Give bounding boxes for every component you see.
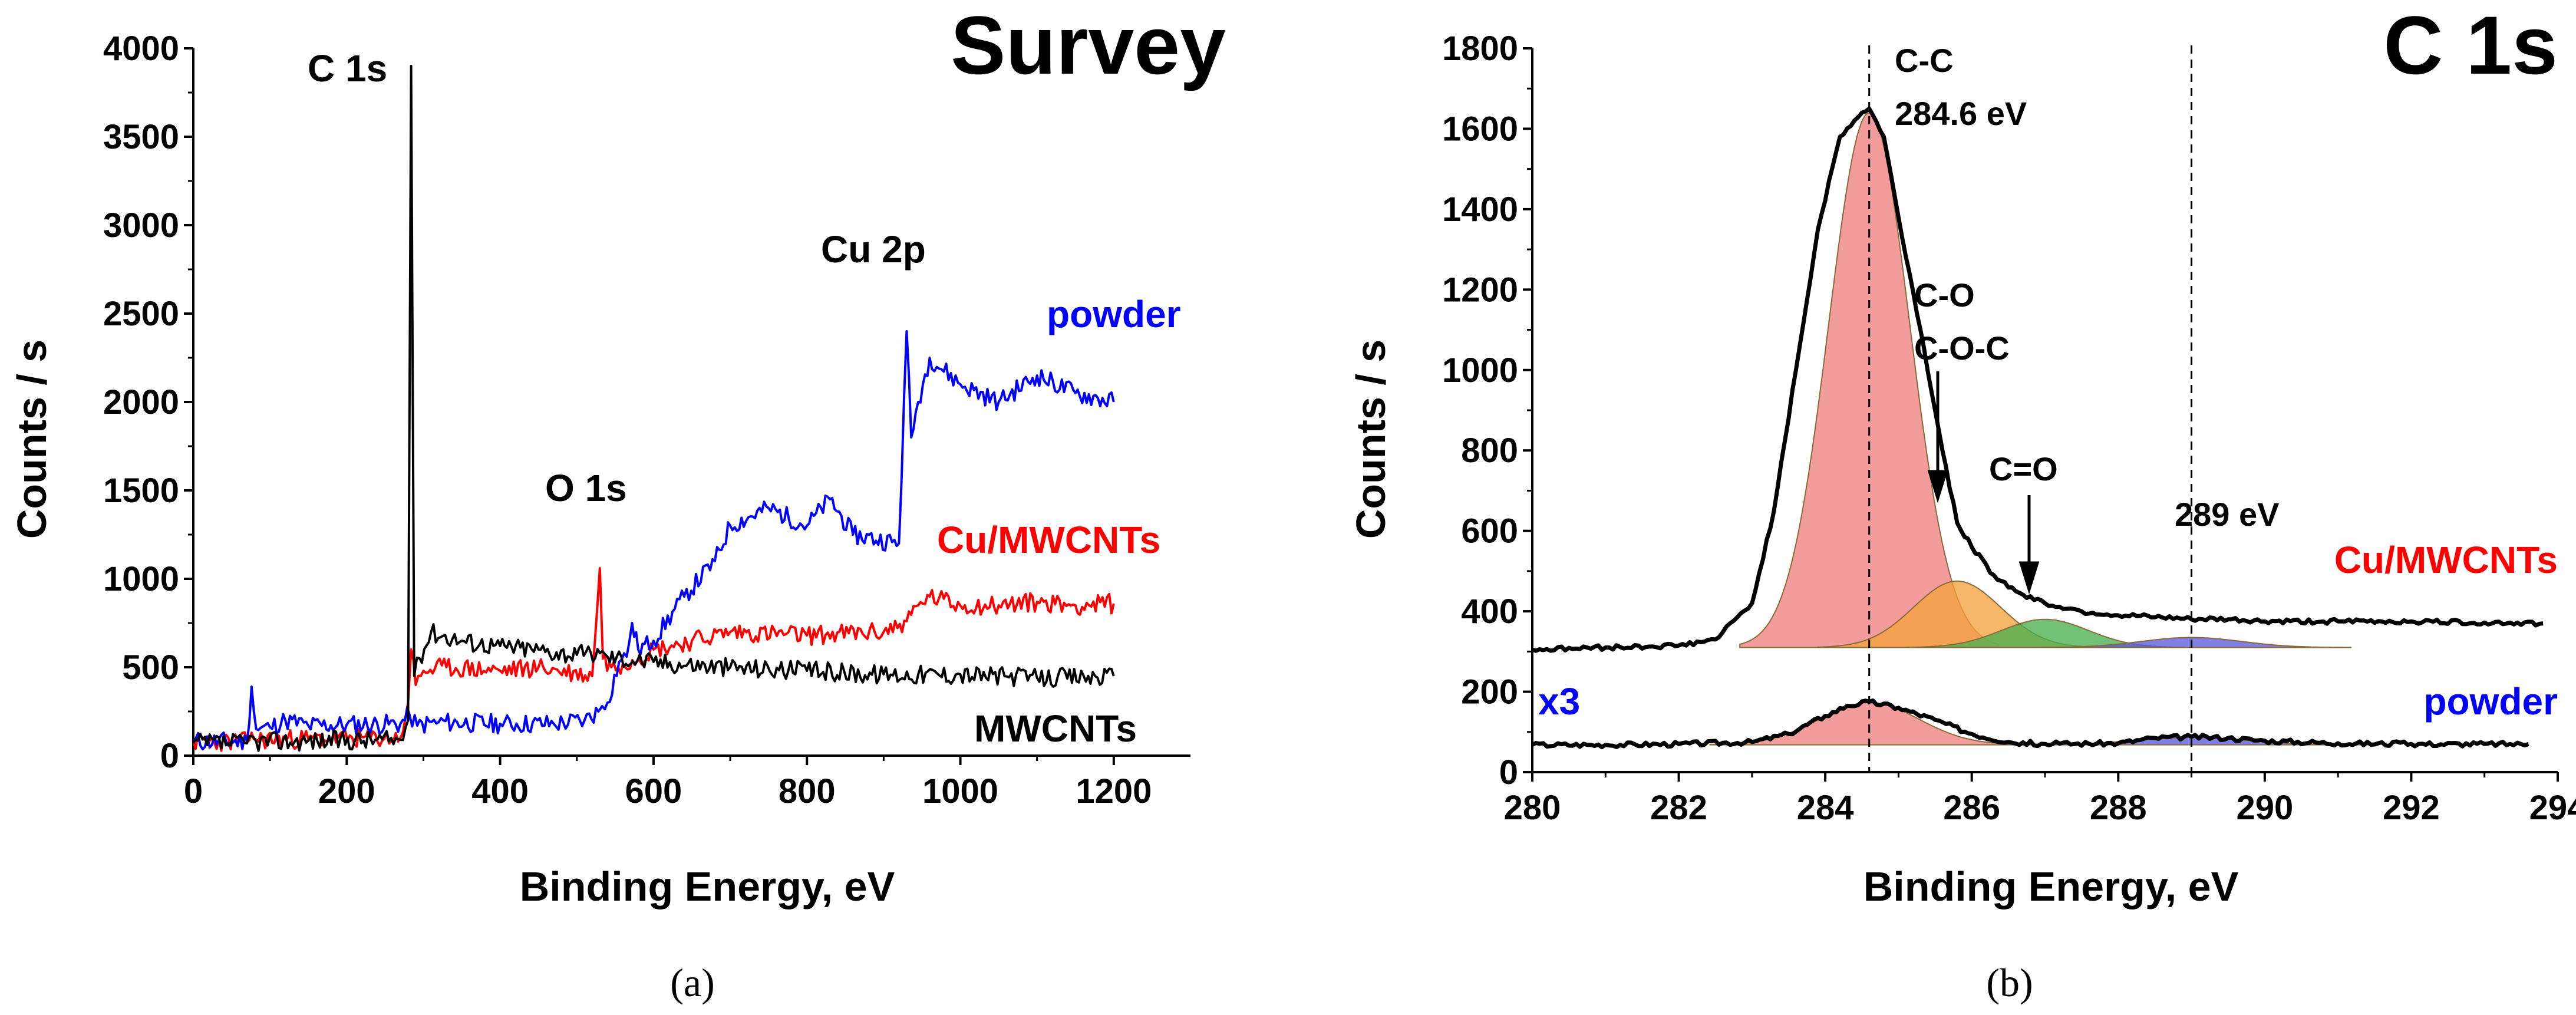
x-tick-label: 288	[2090, 789, 2147, 827]
x-tick-label: 292	[2383, 789, 2440, 827]
y-tick-label: 800	[1461, 431, 1518, 470]
x-tick-label: 286	[1943, 789, 2000, 827]
series-line-powder-x3-envelope	[1532, 701, 2528, 747]
annotation-284-6-ev: 284.6 eV	[1895, 95, 2027, 132]
x-tick-label: 0	[184, 772, 203, 810]
y-tick-label: 1600	[1442, 110, 1518, 148]
x-tick-label: 1200	[1076, 772, 1152, 810]
y-tick-label: 200	[1461, 673, 1518, 711]
y-tick-label: 1000	[1442, 351, 1518, 390]
annotation-cc: C-C	[1895, 42, 1954, 79]
legend-mwcnts: MWCNTs	[974, 707, 1137, 750]
y-tick-label: 0	[1499, 753, 1518, 792]
c1s-chart: 0 200 400 600 800 1000 1200 1400 1600 1800 280 282 2…	[1348, 0, 2576, 1005]
x-tick-label: 280	[1504, 789, 1561, 827]
survey-axes: 0 500 1000 1500 2000 2500 3000 3500 4000 0 200 400 6…	[103, 29, 1190, 810]
c1s-series	[1532, 45, 2543, 772]
legend-cu-mwcnts: Cu/MWCNTs	[937, 519, 1160, 561]
panel-label-a: (a)	[670, 960, 714, 1005]
arrow-c-double-o	[2021, 495, 2037, 589]
figure: Survey 050010001500200025003000350040000…	[0, 0, 2576, 1015]
survey-x-axis-title: Binding Energy, eV	[520, 864, 895, 909]
x-tick-label: 290	[2236, 789, 2293, 827]
c1s-y-axis-title: Counts / s	[1348, 340, 1394, 539]
y-tick-label: 1500	[103, 472, 179, 510]
c1s-x-axis-title: Binding Energy, eV	[1863, 864, 2239, 909]
chart-title-survey: Survey	[951, 0, 1226, 91]
chart-title-c1s: C 1s	[2383, 0, 2558, 91]
legend-powder: powder	[1047, 293, 1181, 335]
y-tick-label: 1200	[1442, 271, 1518, 309]
annotation-o1s: O 1s	[545, 467, 627, 509]
x-tick-label: 600	[625, 772, 682, 810]
y-tick-label: 4000	[103, 29, 179, 68]
y-tick-label: 500	[122, 648, 179, 687]
c1s-fit-components	[1710, 113, 2371, 744]
y-tick-label: 600	[1461, 512, 1518, 551]
annotation-c-double-o: C=O	[1989, 450, 2058, 487]
survey-chart: Survey 050010001500200025003000350040000…	[9, 0, 1226, 1005]
x-tick-label: 294	[2529, 789, 2576, 827]
x-tick-label: 800	[779, 772, 836, 810]
y-tick-label: 1000	[103, 560, 179, 598]
legend-c1s-powder: powder	[2423, 680, 2558, 723]
legend-c1s-cu-mwcnts: Cu/MWCNTs	[2334, 539, 2558, 581]
y-tick-label: 3000	[103, 206, 179, 245]
annotation-c1s: C 1s	[308, 47, 387, 90]
annotation-x3: x3	[1538, 680, 1580, 723]
y-tick-label: 0	[160, 737, 179, 775]
y-tick-label: 400	[1461, 592, 1518, 631]
annotation-cu2p: Cu 2p	[821, 228, 926, 271]
y-tick-label: 2000	[103, 383, 179, 421]
y-tick-label: 1400	[1442, 190, 1518, 229]
x-tick-label: 200	[318, 772, 375, 810]
survey-y-axis-title: Counts / s	[9, 340, 55, 539]
annotation-co: C-O	[1914, 276, 1975, 314]
annotation-coc: C-O-C	[1914, 329, 2010, 367]
annotation-289-ev: 289 eV	[2175, 496, 2280, 533]
y-tick-label: 3500	[103, 118, 179, 156]
x-tick-label: 1000	[922, 772, 998, 810]
x-tick-label: 284	[1797, 789, 1854, 827]
panel-label-b: (b)	[1986, 960, 2033, 1005]
c1s-axes: 0 200 400 600 800 1000 1200 1400 1600 1800 280 282 2…	[1442, 29, 2576, 827]
y-tick-label: 2500	[103, 295, 179, 333]
survey-series	[193, 66, 1114, 751]
y-tick-label: 1800	[1442, 29, 1518, 68]
x-tick-label: 400	[471, 772, 529, 810]
x-tick-label: 282	[1650, 789, 1707, 827]
